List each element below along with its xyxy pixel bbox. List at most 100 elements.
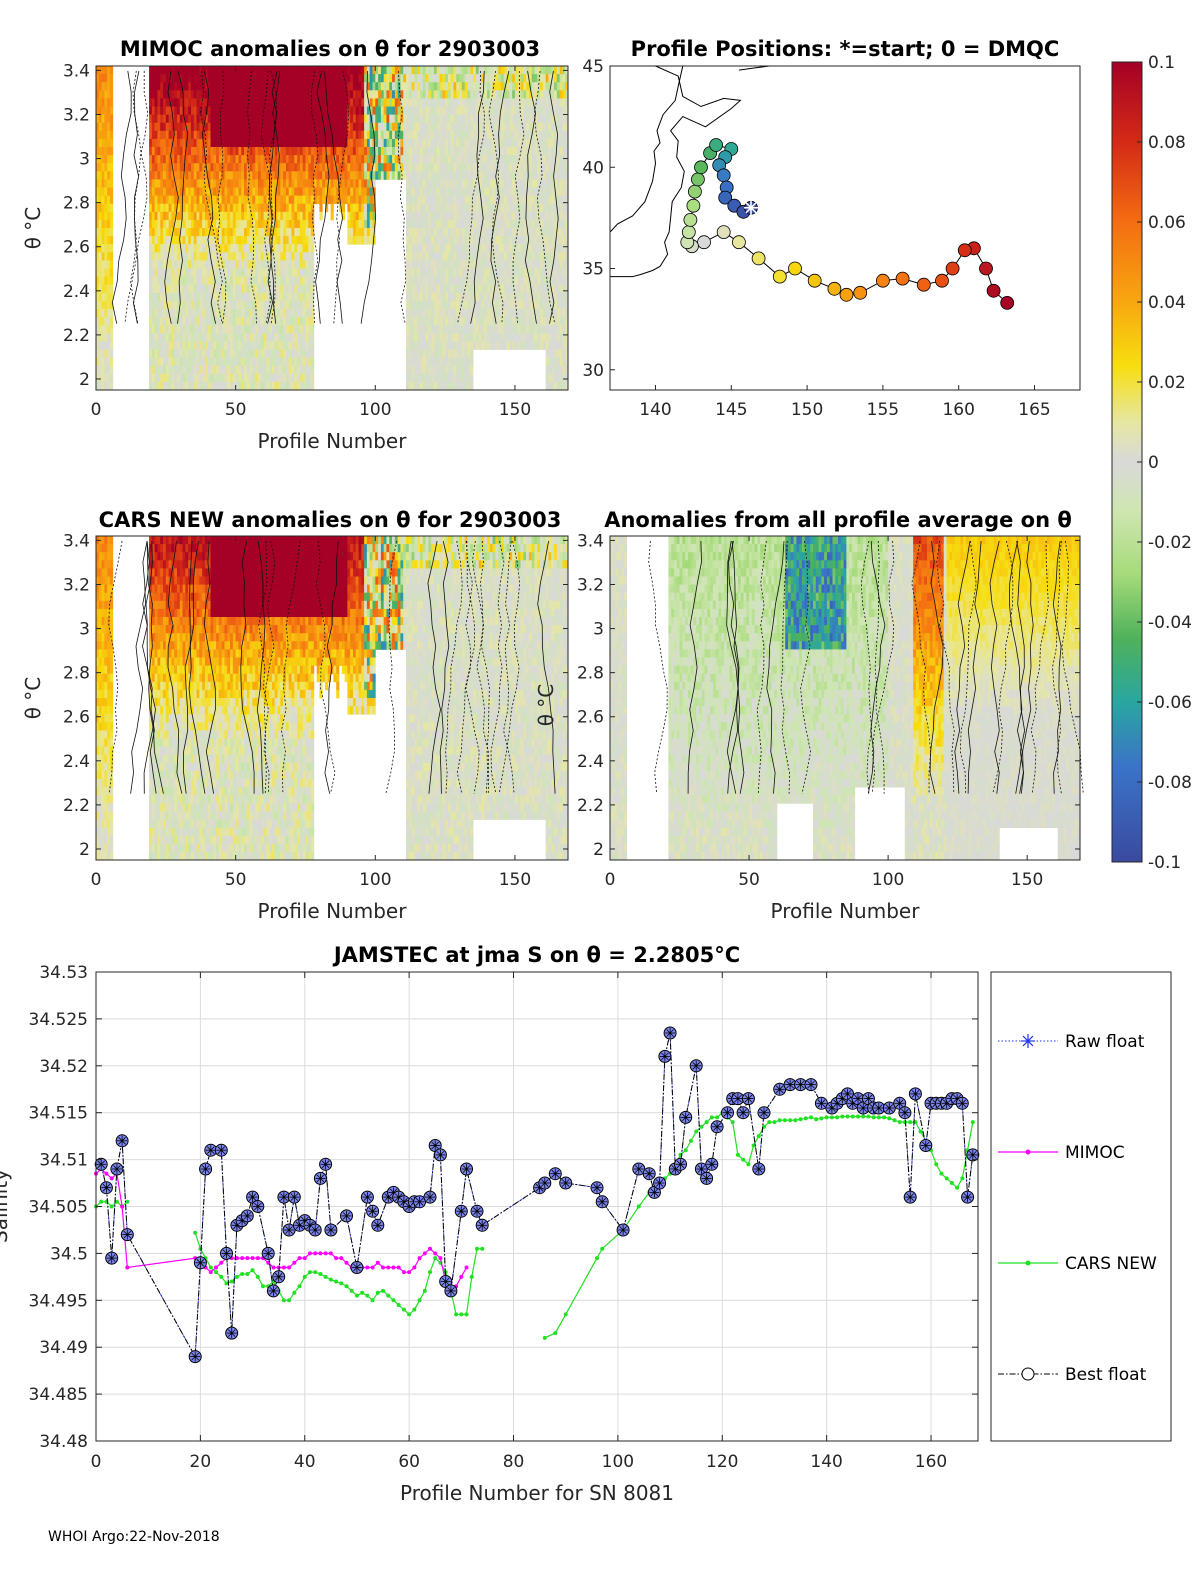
anomaly-cell — [299, 122, 304, 132]
anomaly-cell — [495, 309, 499, 318]
anomaly-cell — [439, 260, 443, 269]
anomaly-cell — [252, 309, 256, 318]
anomaly-cell — [453, 114, 457, 124]
anomaly-cell — [433, 90, 438, 99]
anomaly-cell — [447, 300, 452, 310]
anomaly-cell — [280, 244, 284, 253]
anomaly-cell — [389, 130, 393, 140]
anomaly-cell — [512, 228, 516, 237]
anomaly-cell — [227, 309, 231, 318]
anomaly-cell — [347, 98, 351, 107]
anomaly-cell — [249, 163, 253, 172]
anomaly-cell — [297, 106, 301, 115]
anomaly-cell — [305, 130, 309, 140]
anomaly-cell — [425, 122, 429, 132]
anomaly-cell — [537, 317, 541, 326]
anomaly-cell — [263, 179, 267, 188]
anomaly-cell — [461, 300, 466, 310]
anomaly-cell — [216, 228, 220, 237]
anomaly-cell — [274, 66, 278, 75]
anomaly-cell — [528, 147, 533, 156]
anomaly-cell — [428, 228, 432, 237]
anomaly-cell — [109, 147, 114, 156]
anomaly-cell — [168, 106, 172, 115]
anomaly-cell — [447, 381, 452, 391]
anomaly-cell — [263, 341, 267, 350]
anomaly-cell — [274, 195, 278, 205]
anomaly-cell — [436, 381, 440, 391]
anomaly-cell — [534, 284, 538, 294]
anomaly-cell — [311, 325, 315, 334]
anomaly-cell — [216, 357, 220, 367]
anomaly-cell — [227, 300, 231, 310]
anomaly-cell — [182, 130, 186, 140]
anomaly-cell — [271, 147, 276, 156]
anomaly-cell — [101, 130, 105, 140]
anomaly-cell — [154, 284, 158, 294]
anomaly-cell — [193, 268, 197, 277]
anomaly-cell — [193, 309, 197, 318]
anomaly-cell — [453, 90, 457, 99]
anomaly-cell — [400, 98, 404, 107]
anomaly-cell — [311, 211, 315, 221]
anomaly-cell — [232, 317, 237, 326]
anomaly-cell — [255, 106, 259, 115]
anomaly-cell — [107, 195, 111, 205]
anomaly-cell — [227, 349, 231, 358]
anomaly-cell — [227, 365, 231, 375]
anomaly-cell — [163, 373, 167, 383]
anomaly-cell — [190, 203, 195, 213]
anomaly-cell — [266, 236, 270, 245]
anomaly-cell — [461, 122, 466, 132]
anomaly-cell — [431, 90, 435, 99]
anomaly-cell — [350, 155, 354, 164]
anomaly-cell — [305, 317, 309, 326]
anomaly-cell — [213, 90, 217, 99]
anomaly-cell — [537, 90, 541, 99]
anomaly-cell — [531, 195, 535, 205]
anomaly-cell — [428, 66, 432, 75]
anomaly-cell — [512, 147, 516, 156]
anomaly-cell — [475, 228, 480, 237]
anomaly-cell — [433, 333, 438, 342]
anomaly-cell — [193, 341, 197, 350]
anomaly-cell — [492, 325, 496, 334]
anomaly-cell — [509, 171, 513, 180]
anomaly-cell — [230, 333, 234, 342]
anomaly-cell — [185, 82, 189, 91]
anomaly-cell — [375, 66, 379, 75]
anomaly-cell — [149, 195, 153, 205]
anomaly-cell — [232, 187, 237, 196]
anomaly-cell — [210, 211, 214, 221]
anomaly-cell — [470, 276, 474, 286]
anomaly-cell — [151, 244, 156, 253]
anomaly-cell — [285, 357, 290, 367]
anomaly-cell — [241, 260, 245, 269]
anomaly-cell — [487, 187, 491, 196]
anomaly-cell — [263, 236, 267, 245]
anomaly-cell — [319, 114, 323, 124]
anomaly-cell — [433, 155, 438, 164]
anomaly-cell — [464, 365, 468, 375]
anomaly-cell — [503, 244, 507, 253]
anomaly-cell — [151, 284, 156, 294]
anomaly-cell — [487, 195, 491, 205]
anomaly-cell — [414, 260, 418, 269]
anomaly-cell — [185, 252, 189, 261]
anomaly-cell — [255, 236, 259, 245]
anomaly-cell — [447, 268, 452, 277]
anomaly-cell — [160, 276, 164, 286]
anomaly-cell — [179, 114, 183, 124]
anomaly-cell — [221, 155, 225, 164]
anomaly-cell — [168, 130, 172, 140]
anomaly-cell — [238, 219, 242, 229]
anomaly-cell — [171, 211, 175, 221]
anomaly-cell — [260, 373, 264, 383]
anomaly-cell — [439, 325, 443, 334]
anomaly-cell — [442, 276, 446, 286]
anomaly-cell — [461, 317, 466, 326]
anomaly-cell — [436, 203, 440, 213]
anomaly-cell — [297, 292, 301, 302]
anomaly-cell — [338, 147, 343, 156]
anomaly-cell — [361, 98, 365, 107]
